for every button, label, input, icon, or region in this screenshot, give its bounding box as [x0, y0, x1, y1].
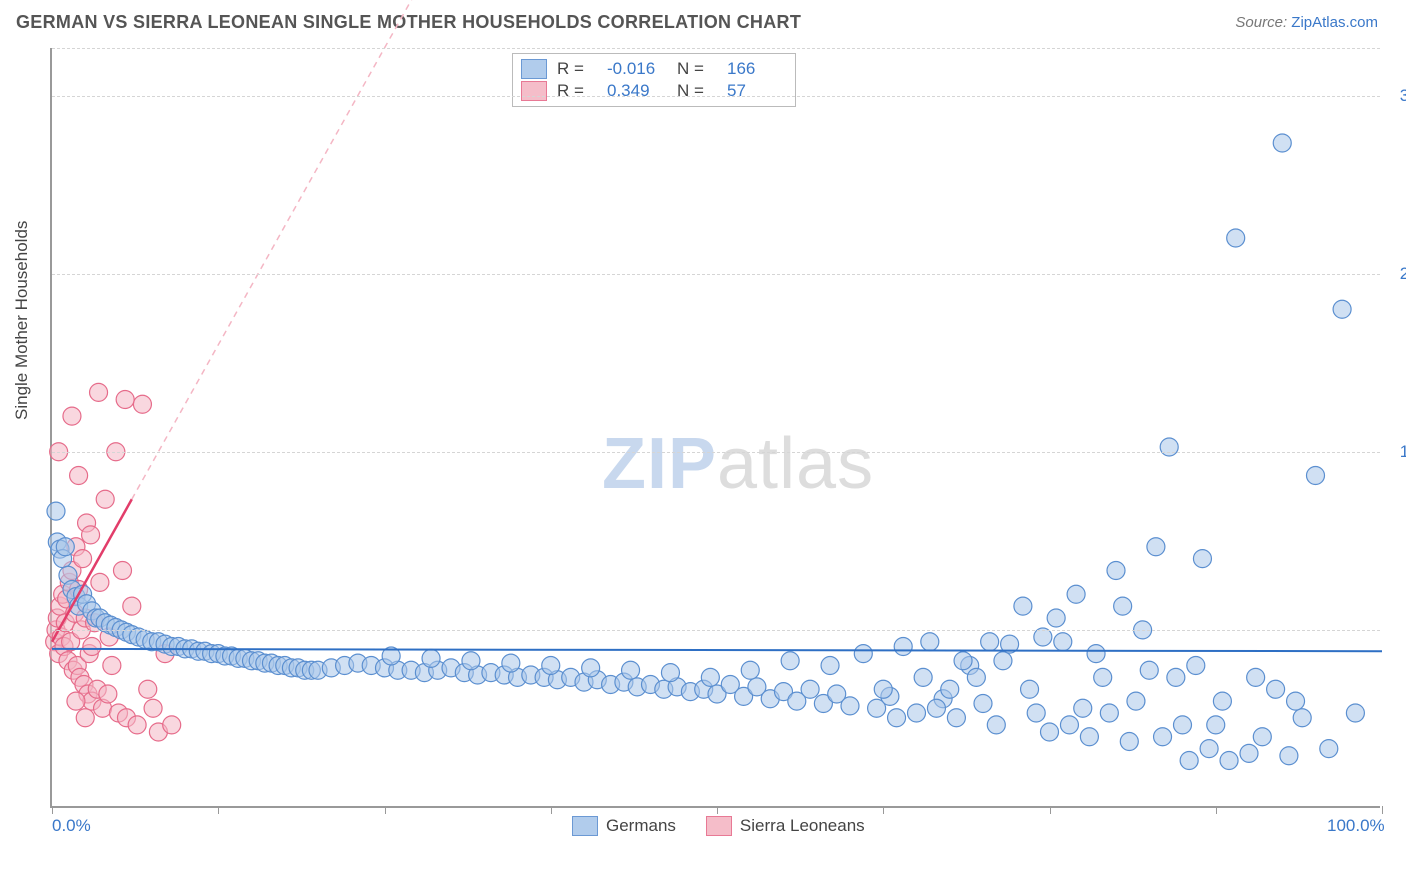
legend-label-sierra: Sierra Leoneans: [740, 816, 865, 836]
r-value-germans: -0.016: [607, 59, 667, 79]
x-tick-label: 100.0%: [1327, 816, 1385, 836]
chart-title: GERMAN VS SIERRA LEONEAN SINGLE MOTHER H…: [16, 12, 801, 33]
chart-header: GERMAN VS SIERRA LEONEAN SINGLE MOTHER H…: [0, 0, 1406, 33]
plot-area: ZIPatlas R = -0.016 N = 166 R = 0.349 N …: [50, 48, 1380, 808]
n-value-germans: 166: [727, 59, 787, 79]
n-label: N =: [677, 81, 717, 101]
y-tick-label: 22.5%: [1388, 264, 1406, 284]
swatch-germans: [521, 59, 547, 79]
r-label: R =: [557, 81, 597, 101]
correlation-legend: R = -0.016 N = 166 R = 0.349 N = 57: [512, 53, 796, 107]
n-value-sierra: 57: [727, 81, 787, 101]
r-label: R =: [557, 59, 597, 79]
source-attribution: Source: ZipAtlas.com: [1235, 14, 1378, 31]
swatch-sierra-icon: [706, 816, 732, 836]
n-label: N =: [677, 59, 717, 79]
source-link[interactable]: ZipAtlas.com: [1291, 14, 1378, 31]
source-prefix: Source:: [1235, 14, 1291, 31]
legend-label-germans: Germans: [606, 816, 676, 836]
plot-svg: [52, 48, 1380, 806]
legend-row-sierra: R = 0.349 N = 57: [521, 80, 787, 102]
swatch-sierra: [521, 81, 547, 101]
legend-item-germans: Germans: [572, 816, 676, 836]
series-legend: Germans Sierra Leoneans: [572, 816, 865, 836]
swatch-germans-icon: [572, 816, 598, 836]
y-tick-label: 7.5%: [1388, 620, 1406, 640]
y-tick-label: 15.0%: [1388, 442, 1406, 462]
x-tick-label: 0.0%: [52, 816, 91, 836]
r-value-sierra: 0.349: [607, 81, 667, 101]
y-axis-label: Single Mother Households: [12, 221, 32, 420]
y-tick-label: 30.0%: [1388, 86, 1406, 106]
legend-row-germans: R = -0.016 N = 166: [521, 58, 787, 80]
legend-item-sierra: Sierra Leoneans: [706, 816, 865, 836]
